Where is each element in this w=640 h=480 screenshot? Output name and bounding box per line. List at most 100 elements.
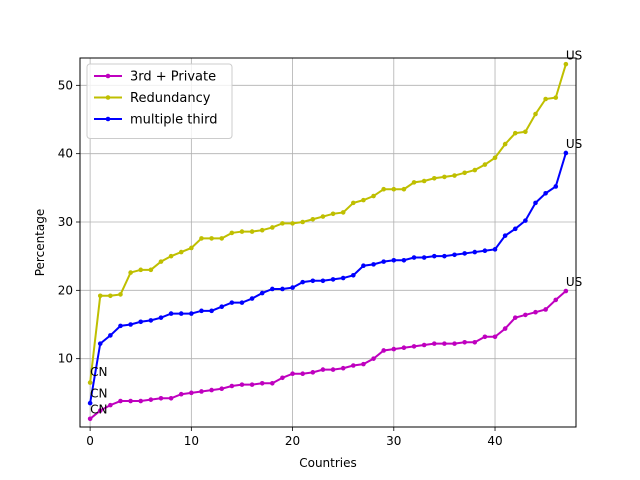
data-point xyxy=(543,307,548,312)
data-point xyxy=(249,296,255,301)
data-point xyxy=(421,178,427,184)
data-point xyxy=(219,236,225,241)
series-3rd-private xyxy=(87,288,569,422)
data-point xyxy=(431,175,437,181)
data-point xyxy=(249,382,255,387)
data-point xyxy=(462,170,467,176)
data-point xyxy=(482,334,488,340)
annotation-label: US xyxy=(566,137,582,151)
data-point xyxy=(239,382,245,387)
data-point xyxy=(361,361,366,367)
data-point xyxy=(199,308,204,314)
data-point xyxy=(391,346,397,352)
y-tick-label: 20 xyxy=(58,283,73,297)
data-point xyxy=(300,219,305,225)
x-axis-label: Countries xyxy=(299,456,357,470)
data-point xyxy=(472,339,478,345)
data-point xyxy=(462,339,467,345)
data-point xyxy=(502,233,508,238)
data-point xyxy=(138,319,144,325)
data-point xyxy=(138,267,144,273)
data-point xyxy=(351,363,356,368)
y-tick-label: 50 xyxy=(58,78,73,92)
data-point xyxy=(219,304,225,310)
data-point xyxy=(148,397,154,402)
data-point xyxy=(421,342,427,348)
data-point xyxy=(300,279,305,285)
data-point xyxy=(553,297,559,303)
data-point xyxy=(351,200,356,206)
data-point xyxy=(310,370,316,375)
data-point xyxy=(178,391,184,397)
legend-item: multiple third xyxy=(94,113,218,128)
data-point xyxy=(442,174,447,180)
data-point xyxy=(452,341,457,346)
data-point xyxy=(411,180,417,185)
data-point xyxy=(158,315,164,320)
data-point xyxy=(270,225,275,230)
data-point xyxy=(280,286,285,292)
data-point xyxy=(401,345,407,351)
data-point xyxy=(97,293,103,299)
data-point xyxy=(401,186,407,192)
data-point xyxy=(442,341,447,346)
data-point xyxy=(290,285,295,290)
data-point xyxy=(371,356,376,361)
data-point xyxy=(128,398,133,404)
data-point xyxy=(320,278,326,284)
data-point xyxy=(533,309,538,315)
legend-label: multiple third xyxy=(130,113,218,128)
data-point xyxy=(148,318,154,323)
data-point xyxy=(108,293,113,299)
x-tick-label: 10 xyxy=(184,434,199,448)
data-point xyxy=(462,251,467,256)
data-point xyxy=(158,396,164,401)
data-point xyxy=(87,400,93,406)
data-point xyxy=(118,323,123,329)
data-point xyxy=(97,408,103,413)
data-point xyxy=(280,221,285,226)
data-point xyxy=(472,249,478,255)
data-point xyxy=(421,255,427,260)
data-point xyxy=(168,396,174,401)
series-layer xyxy=(87,61,569,422)
data-point xyxy=(442,253,447,259)
data-point xyxy=(512,130,518,136)
data-point xyxy=(381,348,386,353)
annotation-label: CN xyxy=(90,387,107,401)
data-point xyxy=(492,155,498,161)
data-point xyxy=(320,367,326,372)
data-point xyxy=(229,300,235,305)
data-point xyxy=(502,141,508,147)
x-tick-label: 30 xyxy=(386,434,401,448)
data-point xyxy=(523,312,528,318)
data-point xyxy=(239,229,245,234)
data-point xyxy=(229,230,235,236)
data-point xyxy=(128,270,133,275)
axis-ticks: 0 10 20 30 40 10 20 30 40 50 xyxy=(58,78,503,448)
data-point xyxy=(259,227,265,233)
data-point xyxy=(361,197,366,203)
data-point xyxy=(553,95,559,100)
data-point xyxy=(178,249,184,255)
data-point xyxy=(259,380,265,386)
data-point xyxy=(209,387,214,393)
data-point xyxy=(280,375,285,381)
data-point xyxy=(502,326,508,331)
data-point xyxy=(118,398,123,404)
x-tick-label: 20 xyxy=(285,434,300,448)
data-point xyxy=(189,311,194,316)
data-point xyxy=(543,96,548,102)
data-point xyxy=(87,416,93,422)
data-point xyxy=(523,218,528,223)
y-axis-label: Percentage xyxy=(33,209,47,277)
data-point xyxy=(391,186,397,192)
data-point xyxy=(300,371,305,377)
x-tick-label: 0 xyxy=(86,434,94,448)
data-point xyxy=(168,311,174,316)
data-point xyxy=(371,193,376,199)
data-point xyxy=(340,275,346,281)
data-point xyxy=(259,290,265,296)
